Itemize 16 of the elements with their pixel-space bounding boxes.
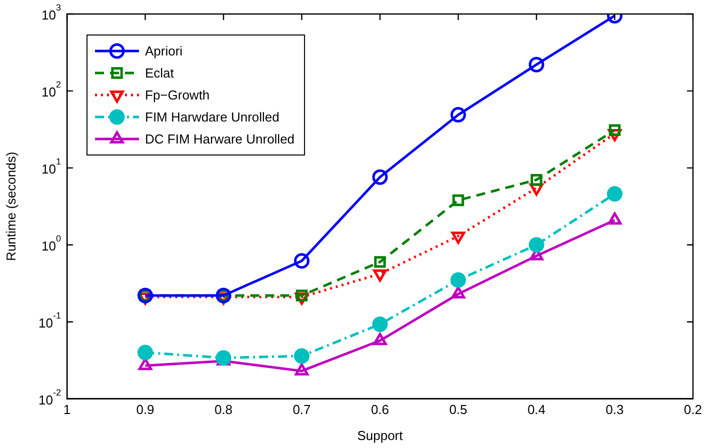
legend-label: Apriori [145,44,183,59]
y-axis-title: Runtime (seconds) [3,152,18,261]
x-tick-label: 0.7 [292,402,311,418]
x-tick-label: 0.9 [136,402,154,418]
x-tick-label: 0.6 [370,402,390,418]
x-tick-label: 0.8 [214,402,233,418]
x-tick-label: 0.4 [527,402,546,418]
legend-label: FIM Harwdare Unrolled [145,110,280,125]
x-tick-label: 0.5 [449,402,468,418]
x-axis-title: Support [357,428,404,443]
legend-label: Eclat [145,66,174,81]
legend-label: DC FIM Harware Unrolled [145,132,295,147]
x-tick-label: 0.2 [684,402,702,418]
x-tick-label: 0.3 [606,402,624,418]
legend-label: Fp−Growth [145,88,210,103]
x-tick-label: 1 [63,402,71,418]
